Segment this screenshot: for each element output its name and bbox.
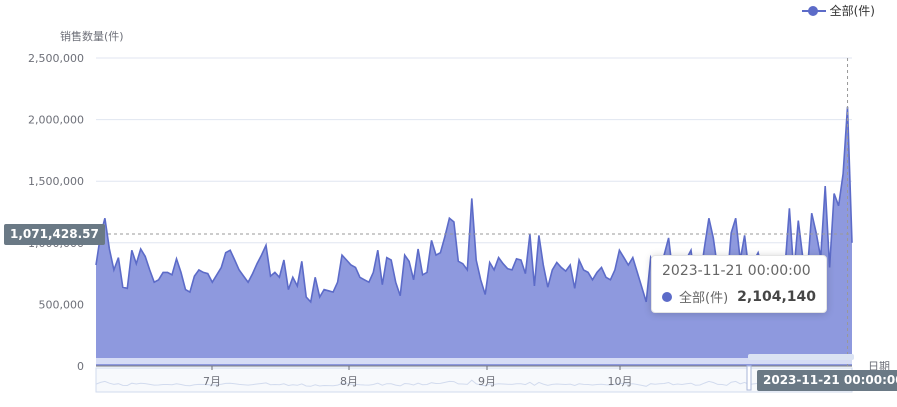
tooltip: 2023-11-21 00:00:00 全部(件) 2,104,140 — [651, 255, 827, 313]
x-month-label: 9月 — [478, 375, 496, 388]
x-month-label: 7月 — [203, 375, 221, 388]
slider-track[interactable] — [95, 367, 853, 393]
month-labels: 7月 8月 9月 10月 — [203, 366, 633, 388]
x-month-label: 10月 — [608, 375, 633, 388]
y-axis-tick-labels: 0500,0001,000,0001,500,0002,000,0002,500… — [28, 52, 84, 373]
legend[interactable]: 全部(件) — [801, 2, 875, 19]
crosshair — [96, 58, 852, 366]
x-axis-title: 日期 — [868, 360, 890, 373]
y-tick-label: 2,500,000 — [28, 52, 84, 65]
y-tick-label: 500,000 — [39, 298, 85, 311]
tooltip-row: 全部(件) 2,104,140 — [662, 287, 816, 306]
y-tick-label: 0 — [77, 360, 84, 373]
slider-handle[interactable] — [746, 365, 752, 391]
legend-label: 全部(件) — [829, 4, 875, 18]
legend-line-dot-icon — [801, 5, 826, 17]
slider-preview-line — [95, 374, 853, 387]
tooltip-date: 2023-11-21 00:00:00 — [662, 263, 811, 279]
series-dot-icon — [662, 291, 672, 302]
y-axis-title: 销售数量(件) — [60, 29, 124, 43]
y-tick-label: 2,000,000 — [28, 114, 84, 127]
y-tick-label: 1,500,000 — [28, 175, 84, 188]
slider-selected-range[interactable] — [748, 354, 854, 360]
y-pointer-label: 1,071,428.57 — [4, 224, 105, 245]
x-month-label: 8月 — [340, 375, 358, 388]
tooltip-value: 2,104,140 — [737, 288, 816, 305]
tooltip-series-name: 全部(件) — [679, 291, 729, 306]
datazoom-slider[interactable] — [95, 354, 854, 393]
x-pointer-label: 2023-11-21 00:00:00 — [757, 370, 897, 391]
slider-range-bar[interactable] — [96, 358, 852, 364]
